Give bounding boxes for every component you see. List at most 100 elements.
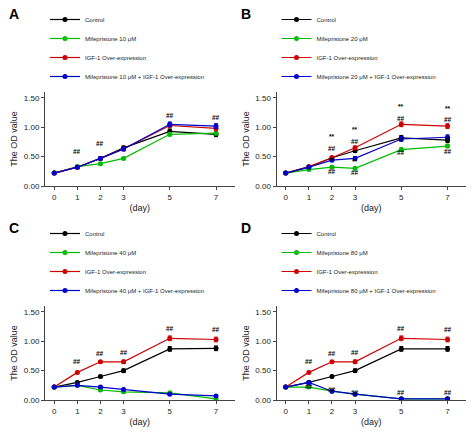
svg-text:A: A — [9, 6, 19, 22]
svg-text:##: ## — [397, 325, 405, 332]
svg-text:1.00: 1.00 — [255, 337, 271, 346]
svg-text:##: ## — [328, 168, 336, 175]
svg-text:0.00: 0.00 — [24, 396, 40, 405]
svg-text:**: ** — [329, 133, 335, 140]
svg-text:1.50: 1.50 — [255, 308, 271, 317]
svg-text:##: ## — [444, 116, 452, 123]
svg-text:##: ## — [166, 112, 174, 119]
svg-text:Control: Control — [85, 231, 104, 237]
svg-text:0.50: 0.50 — [24, 366, 40, 375]
svg-text:1.50: 1.50 — [24, 94, 40, 103]
svg-text:2: 2 — [330, 407, 335, 416]
svg-text:7: 7 — [214, 193, 219, 202]
svg-text:##: ## — [444, 389, 452, 396]
svg-text:##: ## — [351, 169, 359, 176]
svg-text:The OD value: The OD value — [241, 111, 251, 167]
svg-text:Mifepristone 20 μM: Mifepristone 20 μM — [317, 36, 368, 42]
svg-text:5: 5 — [168, 193, 173, 202]
svg-text:2: 2 — [98, 193, 103, 202]
svg-text:3: 3 — [353, 193, 358, 202]
svg-text:1.00: 1.00 — [255, 123, 271, 132]
svg-text:5: 5 — [168, 407, 173, 416]
svg-text:C: C — [9, 220, 19, 236]
svg-text:0: 0 — [284, 193, 289, 202]
svg-text:##: ## — [328, 145, 336, 152]
svg-text:##: ## — [397, 389, 405, 396]
svg-text:##: ## — [120, 349, 128, 356]
svg-text:0: 0 — [52, 407, 57, 416]
svg-text:##: ## — [212, 114, 220, 121]
svg-text:0.00: 0.00 — [255, 396, 271, 405]
svg-text:D: D — [241, 220, 251, 236]
svg-text:Control: Control — [317, 17, 336, 23]
svg-text:0.50: 0.50 — [255, 152, 271, 161]
svg-text:IGF-1 Over-expression: IGF-1 Over-expression — [317, 55, 378, 61]
svg-text:B: B — [241, 6, 251, 22]
svg-text:1.00: 1.00 — [24, 337, 40, 346]
svg-text:The OD value: The OD value — [9, 111, 19, 167]
svg-text:The OD value: The OD value — [9, 325, 19, 381]
svg-text:0.00: 0.00 — [24, 182, 40, 191]
svg-text:3: 3 — [121, 193, 126, 202]
svg-text:##: ## — [305, 358, 313, 365]
svg-text:1: 1 — [307, 193, 312, 202]
svg-text:**: ** — [329, 157, 335, 164]
svg-text:1.50: 1.50 — [24, 308, 40, 317]
svg-text:##: ## — [328, 350, 336, 357]
svg-text:##: ## — [212, 326, 220, 333]
svg-text:**: ** — [398, 103, 404, 110]
svg-text:##: ## — [328, 386, 336, 393]
svg-text:##: ## — [305, 383, 313, 390]
svg-text:Mifepristone 80 μM: Mifepristone 80 μM — [317, 250, 368, 256]
svg-text:Mifepristone 40 μM + IGF-1 Ove: Mifepristone 40 μM + IGF-1 Over-expressi… — [85, 288, 204, 294]
svg-text:##: ## — [351, 389, 359, 396]
svg-text:0: 0 — [284, 407, 289, 416]
svg-text:7: 7 — [445, 193, 450, 202]
svg-text:Mifepristone 40 μM: Mifepristone 40 μM — [85, 250, 136, 256]
svg-text:0.50: 0.50 — [24, 152, 40, 161]
svg-text:7: 7 — [445, 407, 450, 416]
svg-text:5: 5 — [399, 407, 404, 416]
svg-text:##: ## — [96, 140, 104, 147]
svg-text:(day): (day) — [129, 417, 150, 427]
svg-text:3: 3 — [353, 407, 358, 416]
svg-text:3: 3 — [121, 407, 126, 416]
svg-text:##: ## — [397, 149, 405, 156]
svg-text:##: ## — [351, 349, 359, 356]
svg-text:5: 5 — [399, 193, 404, 202]
svg-text:##: ## — [73, 148, 81, 155]
svg-text:1.50: 1.50 — [255, 94, 271, 103]
svg-text:2: 2 — [330, 193, 335, 202]
svg-text:0.50: 0.50 — [255, 366, 271, 375]
svg-text:IGF-1 Over-expression: IGF-1 Over-expression — [85, 269, 146, 275]
svg-text:The OD value: The OD value — [241, 325, 251, 381]
svg-text:0: 0 — [52, 193, 57, 202]
svg-text:Mifepristone 20 μM + IGF-1 Ove: Mifepristone 20 μM + IGF-1 Over-expressi… — [317, 74, 436, 80]
svg-text:1.00: 1.00 — [24, 123, 40, 132]
svg-text:(day): (day) — [361, 417, 382, 427]
svg-text:Control: Control — [85, 17, 104, 23]
svg-text:1: 1 — [307, 407, 312, 416]
svg-text:##: ## — [351, 138, 359, 145]
svg-text:(day): (day) — [361, 203, 382, 213]
svg-text:##: ## — [444, 148, 452, 155]
svg-text:0.00: 0.00 — [255, 182, 271, 191]
svg-text:##: ## — [96, 350, 104, 357]
svg-text:##: ## — [444, 326, 452, 333]
svg-text:7: 7 — [214, 407, 219, 416]
svg-text:**: ** — [352, 158, 358, 165]
svg-text:2: 2 — [98, 407, 103, 416]
svg-text:**: ** — [445, 105, 451, 112]
svg-text:##: ## — [397, 115, 405, 122]
svg-text:**: ** — [398, 137, 404, 144]
svg-text:Mifepristone 10 μM: Mifepristone 10 μM — [85, 36, 136, 42]
svg-text:Control: Control — [317, 231, 336, 237]
svg-text:**: ** — [352, 126, 358, 133]
svg-text:1: 1 — [75, 193, 80, 202]
svg-text:IGF-1 Over-expression: IGF-1 Over-expression — [85, 55, 146, 61]
svg-text:##: ## — [73, 358, 81, 365]
svg-text:1: 1 — [75, 407, 80, 416]
svg-text:IGF-1 Over-expression: IGF-1 Over-expression — [317, 269, 378, 275]
svg-text:Mifepristone 80 μM + IGF-1 Ove: Mifepristone 80 μM + IGF-1 Over-expressi… — [317, 288, 436, 294]
svg-text:##: ## — [166, 325, 174, 332]
